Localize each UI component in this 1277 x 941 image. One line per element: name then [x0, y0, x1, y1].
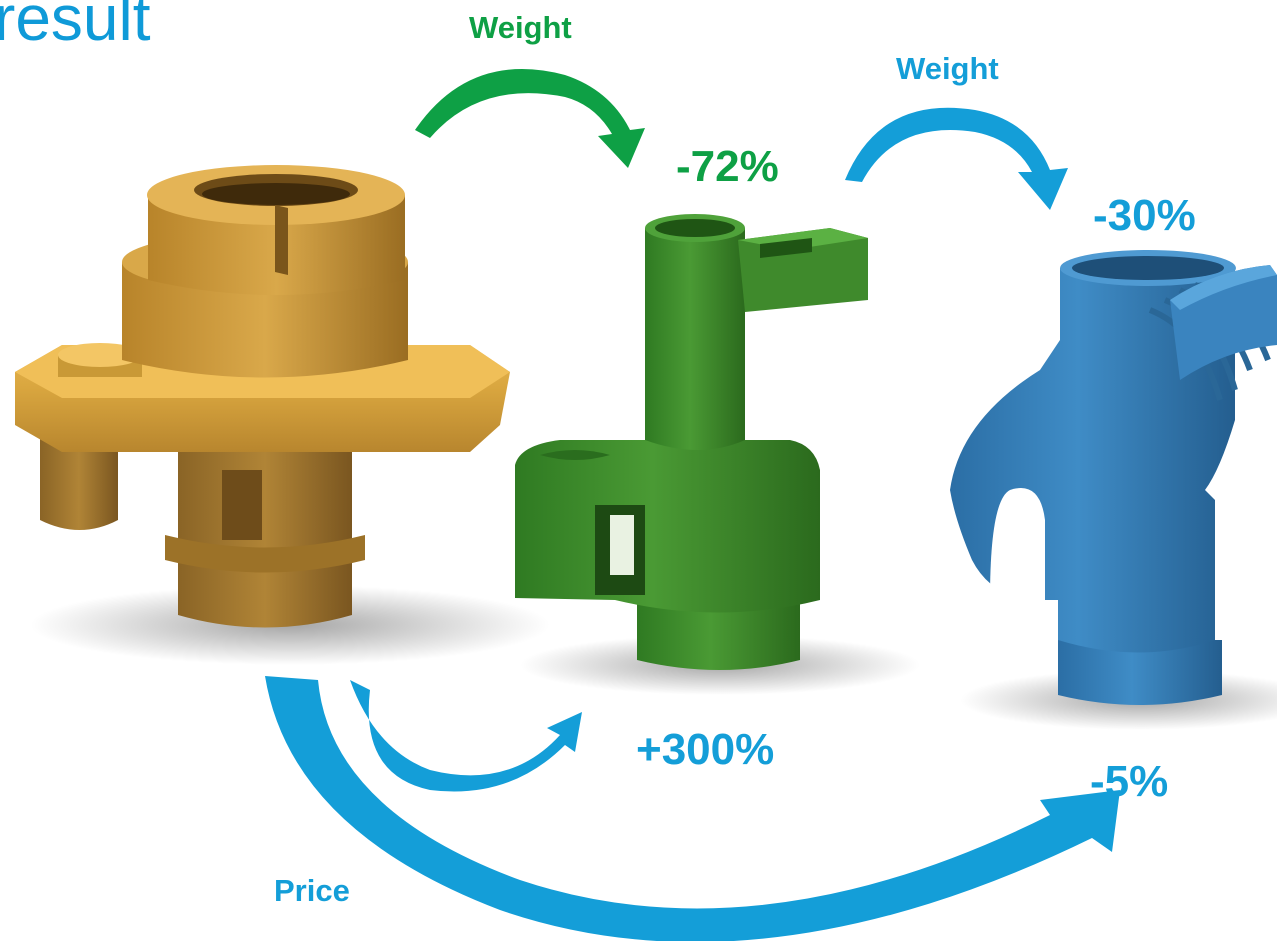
slide-title: result	[0, 0, 151, 54]
blue-part	[950, 250, 1277, 705]
price-arrow-large	[265, 676, 1120, 941]
weight-arrow-green	[415, 69, 645, 168]
price-arrow-small	[350, 680, 582, 792]
weight-label-green: Weight	[469, 10, 572, 45]
price-label: Price	[274, 873, 350, 908]
brass-part	[15, 165, 510, 628]
price-value-blue: -5%	[1090, 757, 1169, 806]
weight-arrow-blue	[845, 107, 1068, 210]
weight-label-blue: Weight	[896, 51, 999, 86]
weight-value-green: -72%	[676, 142, 779, 191]
green-part	[515, 214, 868, 670]
price-value-green: +300%	[636, 725, 775, 774]
weight-value-blue: -30%	[1093, 191, 1196, 240]
